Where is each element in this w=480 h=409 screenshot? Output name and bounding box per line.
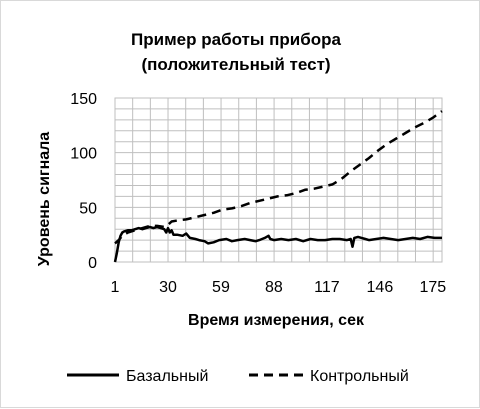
x-tick-label: 1 — [111, 279, 120, 296]
series-layer — [113, 110, 443, 263]
x-axis-label: Время измерения, сек — [188, 312, 365, 329]
x-tick-label: 59 — [212, 279, 230, 296]
x-tick-label: 88 — [265, 279, 283, 296]
series-line-control — [114, 110, 443, 245]
series-line-basal — [113, 225, 442, 263]
y-tick-label: 50 — [79, 200, 97, 217]
plot-border — [114, 97, 443, 263]
chart-title-line-1: Пример работы прибора — [131, 30, 341, 49]
x-axis-ticks: 1 30 59 88 117 146 175 — [111, 279, 447, 296]
y-tick-label: 100 — [70, 146, 97, 163]
x-tick-label: 117 — [314, 279, 340, 296]
y-tick-label: 0 — [88, 255, 97, 272]
legend-label-control: Контрольный — [310, 368, 409, 385]
y-axis-ticks: 0 50 100 150 — [70, 91, 97, 272]
x-tick-label: 146 — [367, 279, 394, 296]
legend: Базальный Контрольный — [67, 368, 409, 385]
legend-label-basal: Базальный — [126, 368, 208, 385]
x-tick-label: 30 — [159, 279, 177, 296]
x-tick-label: 175 — [420, 279, 447, 296]
y-tick-label: 150 — [70, 91, 97, 108]
y-axis-label: Уровень сигнала — [36, 132, 53, 266]
chart-title-line-2: (положительный тест) — [141, 55, 330, 74]
grid — [114, 97, 442, 263]
